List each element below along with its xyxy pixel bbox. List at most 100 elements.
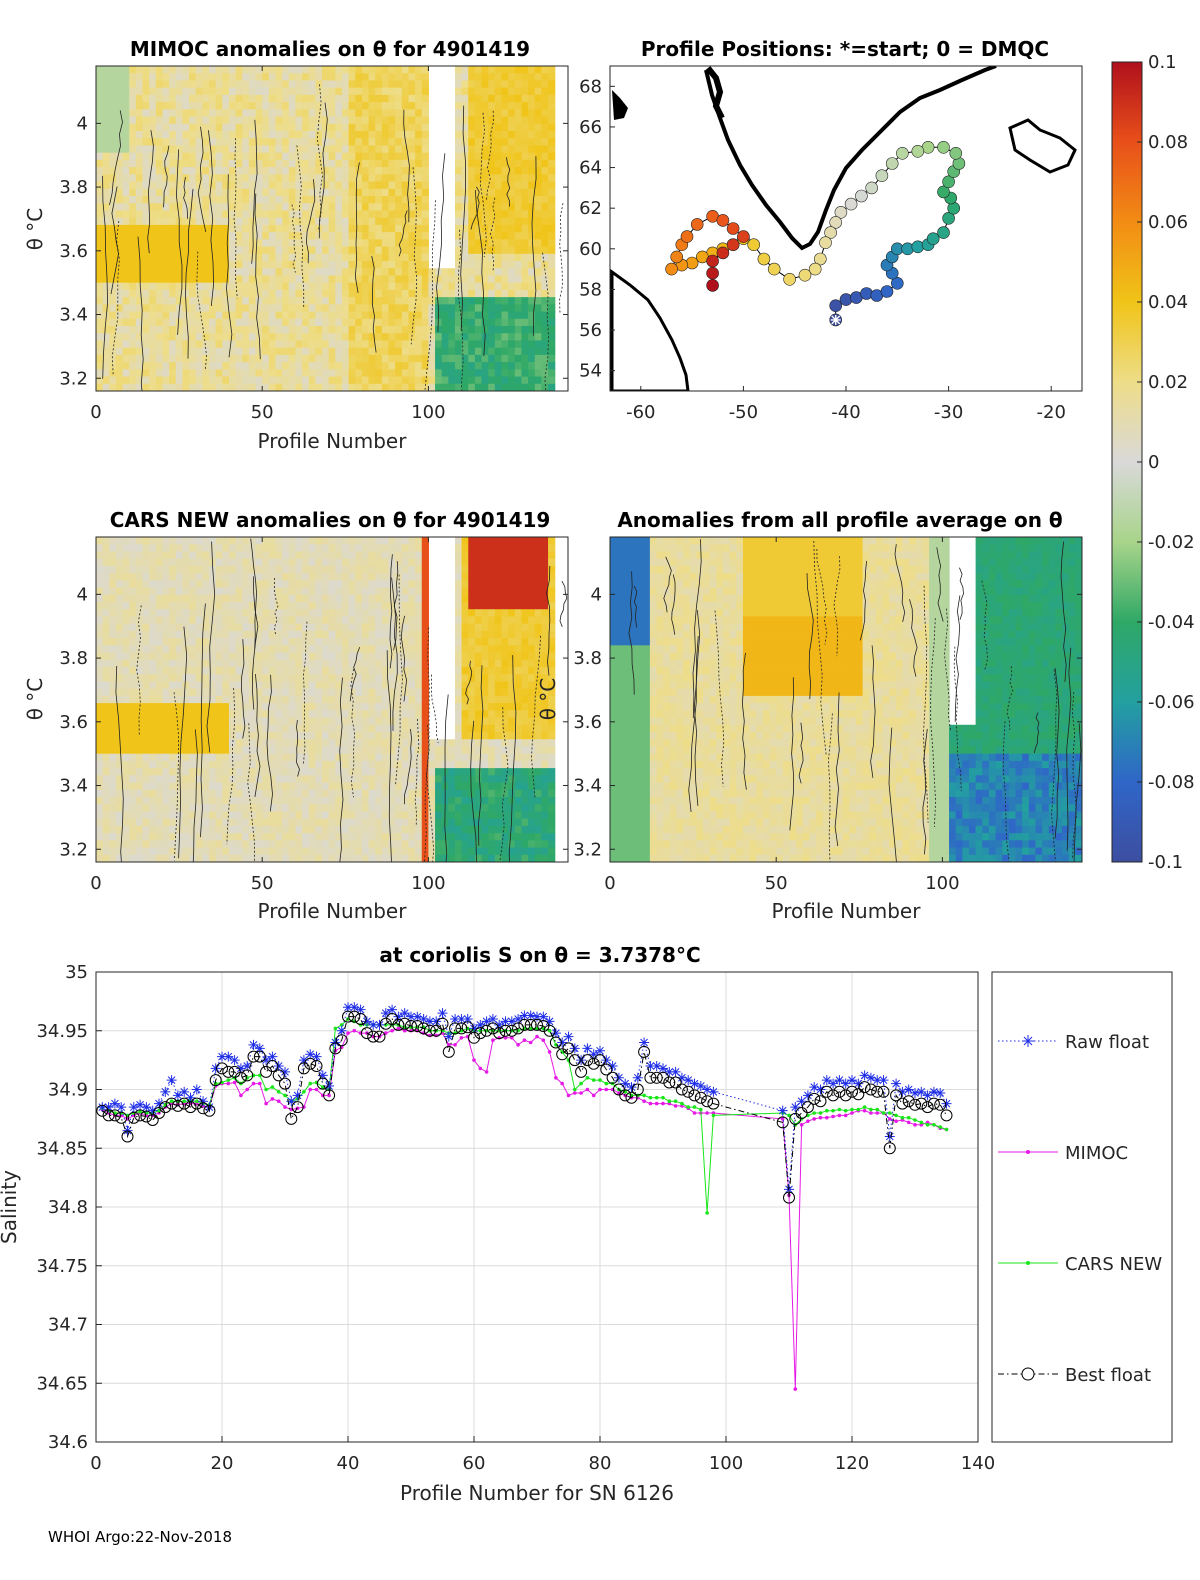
- heatmap-cell: [369, 102, 376, 110]
- heatmap-cell: [149, 566, 156, 574]
- heatmap-cell: [222, 739, 229, 747]
- coastline-labrador: [612, 272, 688, 391]
- heatmap-cell: [528, 333, 535, 341]
- heatmap-cell: [402, 369, 409, 377]
- heatmap-cell: [256, 355, 263, 363]
- heatmap-cell: [349, 840, 356, 848]
- heatmap-cell: [156, 283, 163, 291]
- heatmap-cell: [249, 377, 256, 385]
- heatmap-cell: [143, 261, 150, 269]
- heatmap-cell: [269, 326, 276, 334]
- heatmap-cell: [209, 362, 216, 370]
- heatmap-cell: [295, 73, 302, 81]
- heatmap-cell: [216, 689, 223, 697]
- heatmap-cell: [156, 855, 163, 863]
- heatmap-cell: [162, 804, 169, 812]
- heatmap-cell: [176, 848, 183, 856]
- heatmap-cell: [242, 559, 249, 567]
- heatmap-cell: [256, 739, 263, 747]
- heatmap-cell: [302, 160, 309, 168]
- heatmap-cell: [322, 783, 329, 791]
- heatmap-cell: [136, 848, 143, 856]
- heatmap-cell: [482, 124, 489, 132]
- heatmap-cell: [315, 609, 322, 617]
- heatmap-cell: [109, 681, 116, 689]
- heatmap-cell: [508, 88, 515, 96]
- heatmap-cell: [309, 304, 316, 312]
- heatmap-cell: [315, 239, 322, 247]
- heatmap-cell: [162, 588, 169, 596]
- heatmap-cell: [335, 138, 342, 146]
- profile-position-marker: [830, 300, 842, 312]
- heatmap-cell: [275, 718, 282, 726]
- heatmap-cell: [295, 268, 302, 276]
- heatmap-cell: [349, 595, 356, 603]
- heatmap-cell: [329, 537, 336, 545]
- heatmap-cell: [482, 268, 489, 276]
- colorbar-tick-label: -0.1: [1148, 852, 1183, 873]
- heatmap-cell: [236, 537, 243, 545]
- heatmap-cell: [202, 73, 209, 81]
- heatmap-cell: [375, 131, 382, 139]
- heatmap-cell: [143, 819, 150, 827]
- heatmap-cell: [143, 333, 150, 341]
- heatmap-cell: [182, 848, 189, 856]
- heatmap-cell: [329, 761, 336, 769]
- heatmap-cell: [222, 362, 229, 370]
- heatmap-cell: [282, 681, 289, 689]
- heatmap-cell: [302, 102, 309, 110]
- heatmap-cell: [295, 790, 302, 798]
- heatmap-cell: [322, 746, 329, 754]
- heatmap-cell: [123, 754, 130, 762]
- heatmap-cell: [209, 811, 216, 819]
- heatmap-cell: [256, 261, 263, 269]
- cars-heatmap-cells: [96, 537, 567, 926]
- heatmap-cell: [269, 304, 276, 312]
- heatmap-cell: [143, 174, 150, 182]
- heatmap-cell: [149, 681, 156, 689]
- heatmap-cell: [242, 811, 249, 819]
- heatmap-cell: [535, 117, 542, 125]
- heatmap-cell: [109, 746, 116, 754]
- heatmap-cell: [169, 811, 176, 819]
- heatmap-cell: [275, 182, 282, 190]
- heatmap-cell: [329, 124, 336, 132]
- heatmap-cell: [109, 66, 116, 74]
- heatmap-cell: [329, 355, 336, 363]
- heatmap-cell: [129, 95, 136, 103]
- heatmap-cell: [289, 855, 296, 863]
- heatmap-cell: [295, 645, 302, 653]
- heatmap-cell: [242, 783, 249, 791]
- heatmap-cell: [269, 775, 276, 783]
- heatmap-cell: [202, 537, 209, 545]
- heatmap-cell: [249, 811, 256, 819]
- heatmap-cell: [236, 804, 243, 812]
- heatmap-cell: [322, 674, 329, 682]
- heatmap-cell: [309, 384, 316, 392]
- heatmap-cell: [329, 631, 336, 639]
- heatmap-cell: [196, 174, 203, 182]
- heatmap-cell: [289, 124, 296, 132]
- heatmap-cell: [96, 102, 103, 110]
- heatmap-cell: [103, 80, 110, 88]
- heatmap-cell: [162, 88, 169, 96]
- heatmap-cell: [375, 377, 382, 385]
- heatmap-cell: [96, 638, 103, 646]
- heatmap-cell: [455, 340, 462, 348]
- heatmap-cell: [302, 326, 309, 334]
- heatmap-cell: [269, 811, 276, 819]
- heatmap-cell: [202, 566, 209, 574]
- heatmap-cell: [256, 811, 263, 819]
- heatmap-cell: [129, 811, 136, 819]
- heatmap-cell: [462, 283, 469, 291]
- heatmap-cell: [528, 80, 535, 88]
- heatmap-cell: [123, 624, 130, 632]
- heatmap-cell: [402, 167, 409, 175]
- heatmap-cell: [315, 261, 322, 269]
- heatmap-cell: [149, 232, 156, 240]
- heatmap-cell: [535, 261, 542, 269]
- heatmap-cell: [103, 225, 110, 233]
- heatmap-cell: [143, 638, 150, 646]
- heatmap-cell: [349, 761, 356, 769]
- heatmap-cell: [495, 304, 502, 312]
